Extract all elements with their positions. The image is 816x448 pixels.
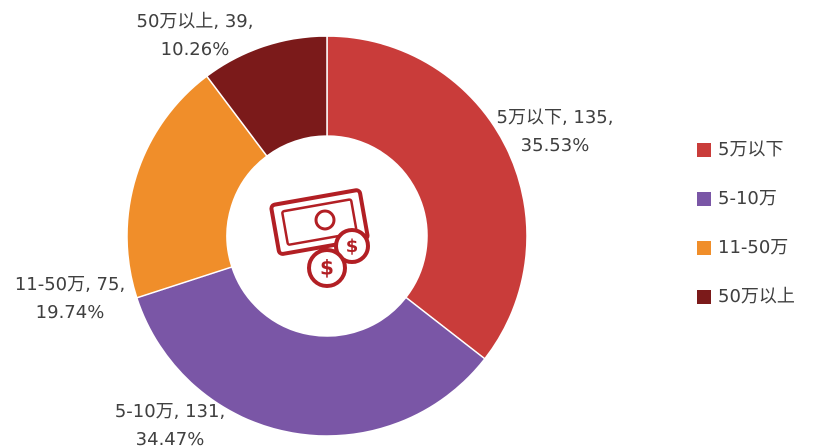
legend-swatch (697, 241, 711, 255)
donut-slice (126, 75, 268, 299)
data-label: 34.47% (136, 429, 205, 448)
legend-label: 50万以上 (718, 286, 795, 307)
money-icon: $ $ (269, 188, 370, 288)
data-label: 10.26% (161, 39, 230, 60)
data-label: 50万以上, 39, (137, 11, 254, 32)
data-label: 5万以下, 135, (497, 107, 614, 128)
svg-text:$: $ (346, 236, 359, 257)
donut-slice (326, 35, 528, 360)
legend-swatch (697, 290, 711, 304)
donut-slice (135, 265, 486, 437)
legend-label: 5万以下 (718, 139, 783, 160)
data-label: 35.53% (521, 135, 590, 156)
data-label: 11-50万, 75, (15, 274, 125, 295)
legend-swatch (697, 192, 711, 206)
svg-text:$: $ (320, 256, 334, 280)
legend-label: 5-10万 (718, 188, 777, 209)
data-label: 19.74% (36, 302, 105, 323)
legend-label: 11-50万 (718, 237, 788, 258)
data-label: 5-10万, 131, (115, 401, 225, 422)
legend-swatch (697, 143, 711, 157)
donut-slice (205, 35, 328, 158)
